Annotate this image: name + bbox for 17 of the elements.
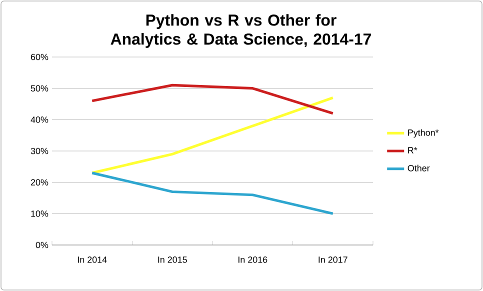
legend-label: Python*	[408, 129, 439, 138]
y-tick-label: 40%	[30, 116, 48, 123]
x-tick-label: In 2015	[158, 256, 187, 263]
legend-label: Other	[408, 164, 430, 172]
x-tick-label: In 2016	[238, 256, 268, 263]
line-series	[90, 84, 334, 115]
x-tick-label: In 2017	[318, 256, 348, 263]
x-tick-label: In 2014	[78, 256, 107, 263]
y-tick-label: 50%	[30, 85, 48, 92]
line-series	[90, 172, 334, 215]
y-tick-label: 0%	[36, 242, 48, 248]
y-tick-label: 60%	[30, 54, 48, 60]
y-tick-label: 30%	[30, 148, 48, 154]
legend-label: R*	[408, 147, 418, 154]
y-tick-label: 20%	[30, 179, 48, 186]
y-tick-label: 10%	[31, 210, 48, 217]
chart-title: Python vs R vs Other for Analytics & Data Science, 2014-17	[110, 14, 371, 48]
